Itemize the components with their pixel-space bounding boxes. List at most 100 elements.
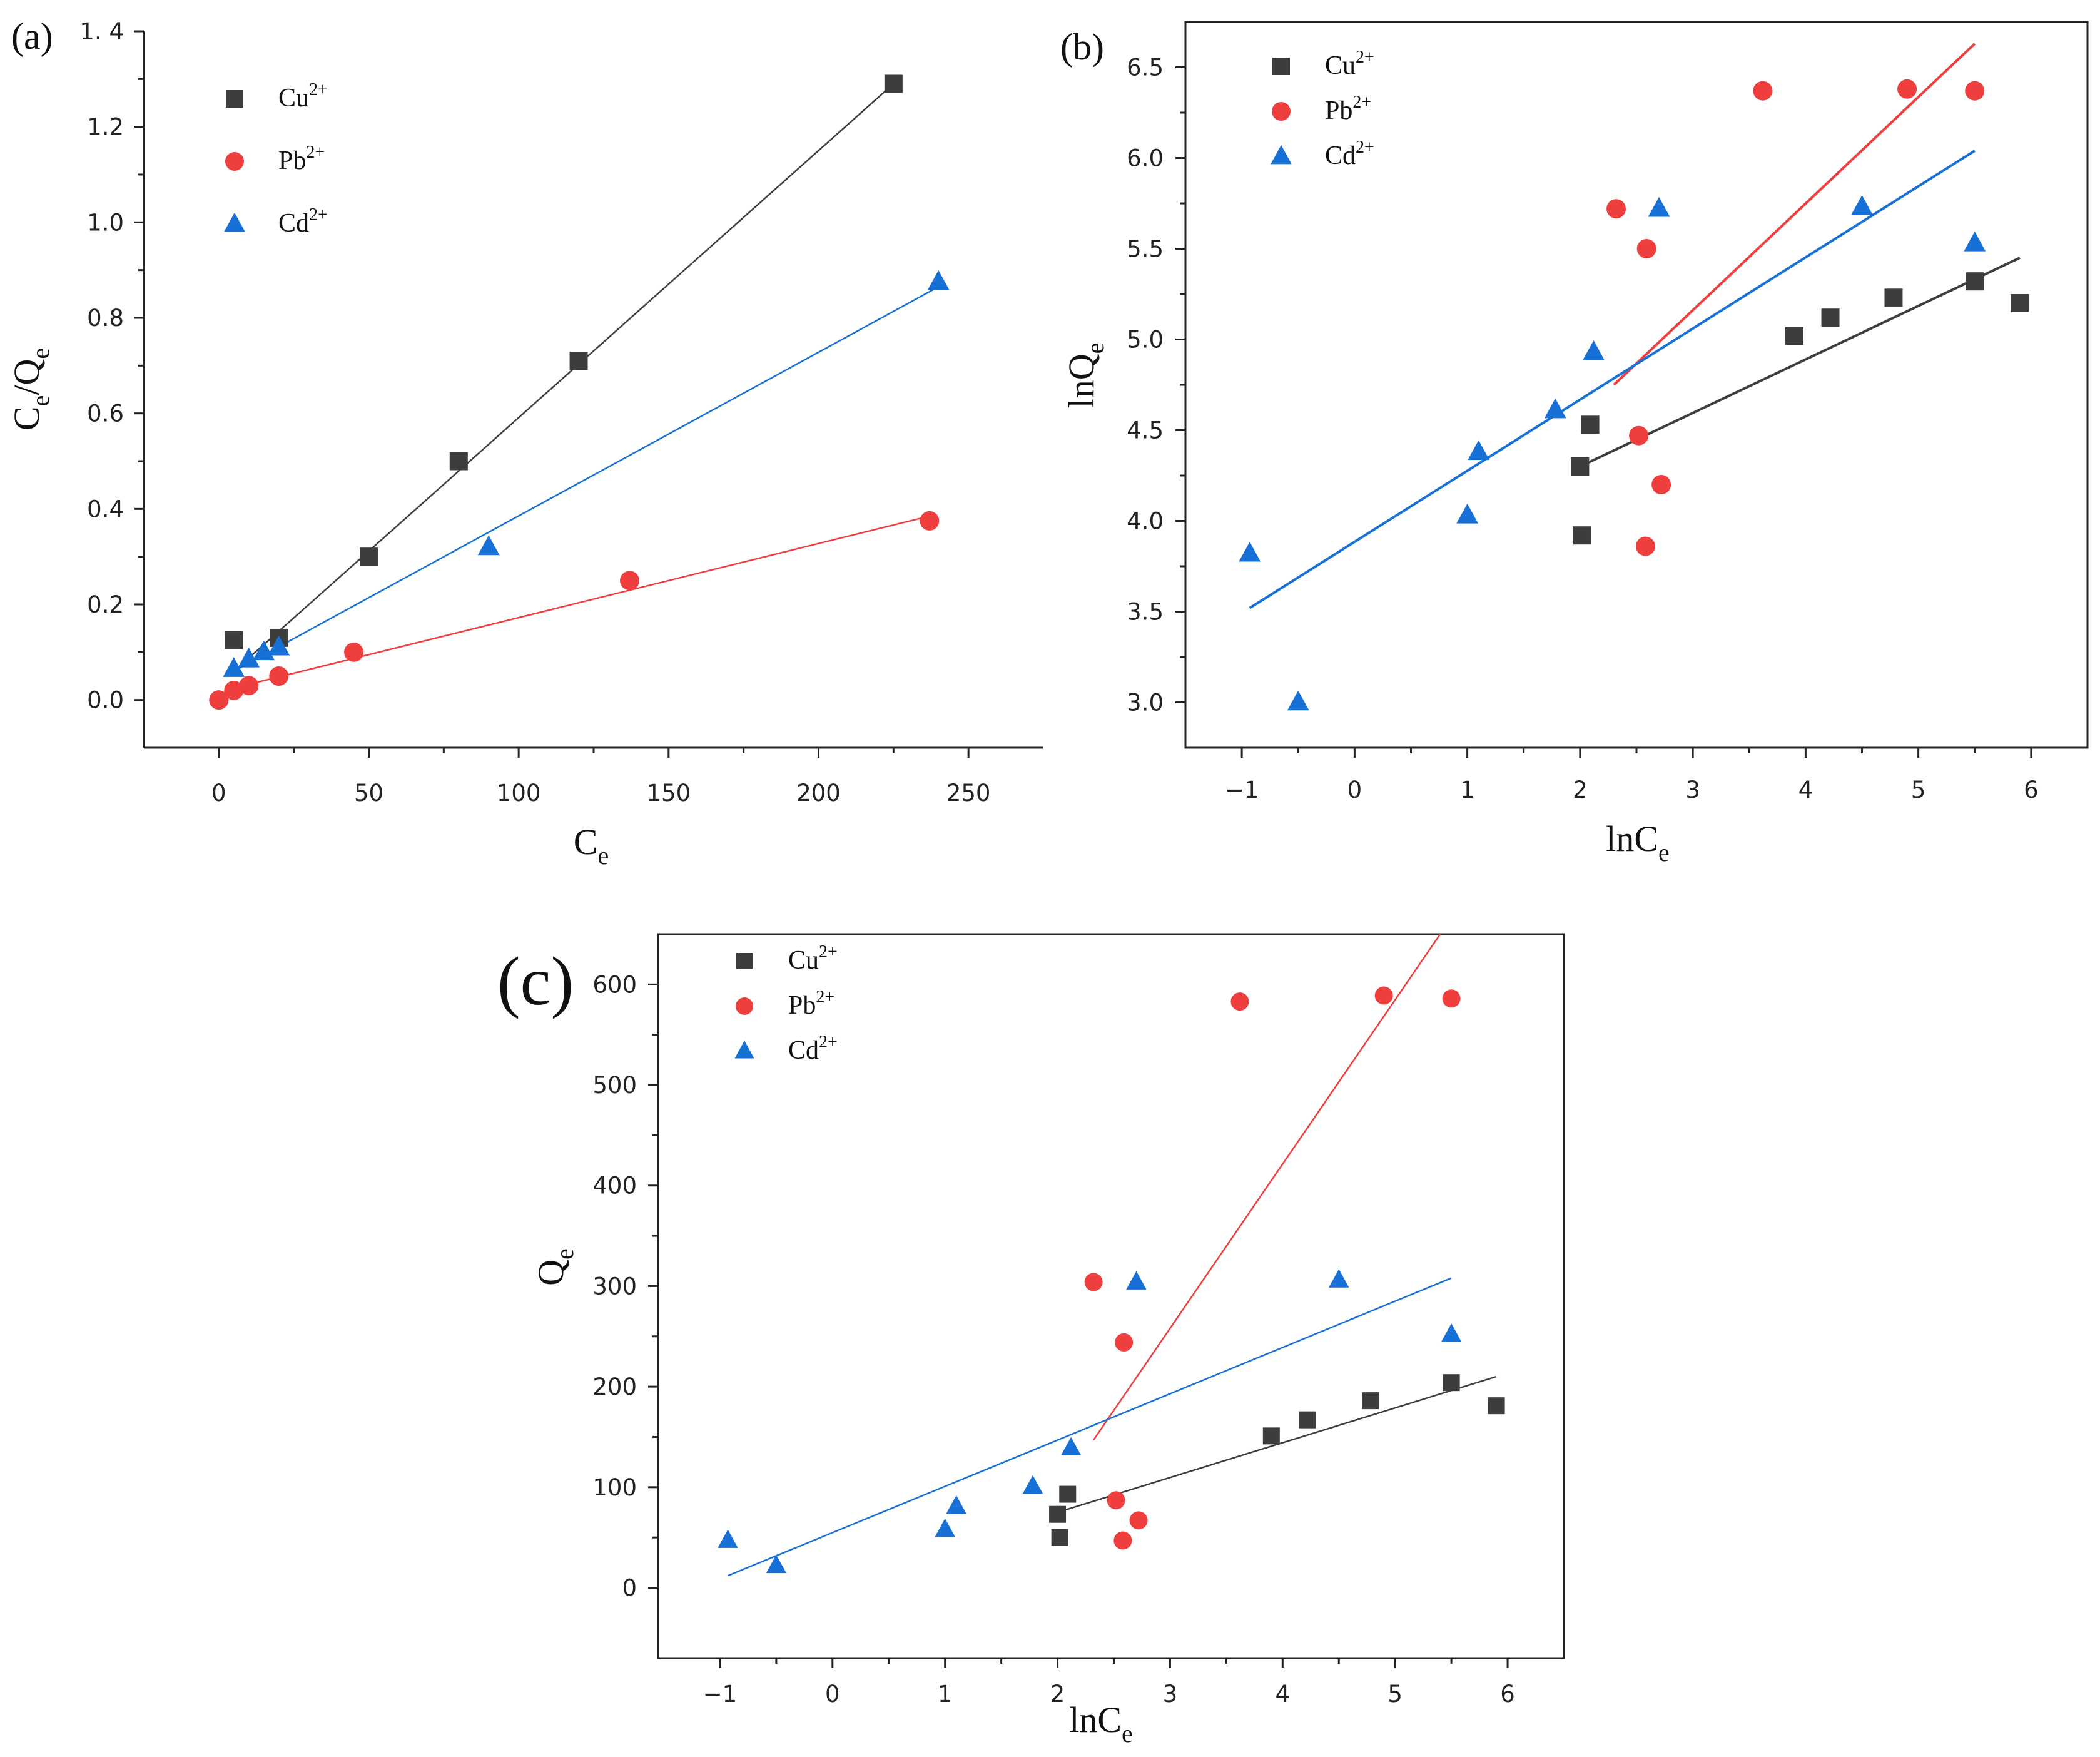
x-tick-label: 4 bbox=[1798, 777, 1813, 803]
legend-label-cd: Cd2+ bbox=[788, 1032, 838, 1065]
fit-line-cu bbox=[233, 83, 895, 672]
panel-c: −1 0 1 2 3 4 5 60100200300400500600(c)lnCeQeCu2… bbox=[497, 933, 1565, 1748]
data-point-pb bbox=[209, 690, 229, 710]
data-point-cu bbox=[2011, 294, 2029, 312]
data-point-pb bbox=[1129, 1511, 1148, 1530]
x-tick-label: 5 bbox=[1911, 777, 1926, 803]
legend-charge: 2+ bbox=[1356, 138, 1374, 157]
plot-frame bbox=[657, 933, 1565, 1659]
legend-ion: Cu bbox=[278, 84, 309, 113]
data-point-cd bbox=[1060, 1437, 1082, 1456]
data-point-cu bbox=[1966, 272, 1984, 291]
data-point-cu bbox=[1262, 1427, 1280, 1445]
legend-ion: Pb bbox=[1325, 96, 1352, 125]
y-tick-label: 500 bbox=[592, 1072, 637, 1099]
legend-label-pb: Pb2+ bbox=[788, 987, 834, 1020]
fit-line-cd bbox=[728, 1277, 1452, 1577]
x-tick-label: 2 bbox=[1050, 1681, 1065, 1708]
y-axis-title-sub: e bbox=[1081, 343, 1109, 354]
legend-label-cu: Cu2+ bbox=[788, 942, 838, 975]
y-tick-label: 0.0 bbox=[87, 687, 124, 714]
y-tick-label: 0.2 bbox=[87, 591, 124, 618]
fit-line-cu bbox=[1580, 257, 2021, 468]
legend-marker-cu bbox=[736, 953, 753, 969]
data-point-cd bbox=[1022, 1475, 1043, 1494]
data-point-cu bbox=[1059, 1485, 1077, 1503]
data-point-cd bbox=[935, 1518, 955, 1537]
y-tick-label: 1. 4 bbox=[79, 18, 124, 45]
data-point-pb bbox=[1084, 1273, 1103, 1291]
legend-label-cd: Cd2+ bbox=[278, 205, 328, 238]
data-point-cd bbox=[718, 1529, 738, 1548]
data-point-pb bbox=[1636, 239, 1656, 258]
x-tick-label: 200 bbox=[796, 780, 841, 807]
fit-line-pb bbox=[233, 515, 930, 689]
data-point-cu bbox=[1049, 1505, 1067, 1523]
panel-a: 0 50 100 150 200 250 0.0 0.2 0.4 0.6 0.8 1.0 1.2 1. 4… bbox=[6, 16, 1043, 870]
y-axis-title-mid: /Q bbox=[6, 359, 47, 395]
y-tick-label: 6.5 bbox=[1127, 54, 1164, 81]
y-tick-label: 3.5 bbox=[1127, 599, 1164, 626]
x-tick-label: 4 bbox=[1276, 1681, 1291, 1708]
data-point-pb bbox=[1606, 199, 1626, 219]
data-point-cu bbox=[1051, 1529, 1068, 1546]
legend-label-pb: Pb2+ bbox=[1325, 93, 1371, 125]
x-tick-label: 0 bbox=[825, 1681, 840, 1708]
legend-charge: 2+ bbox=[309, 205, 328, 225]
y-axis-title-sub: e bbox=[26, 395, 54, 407]
plot-frame bbox=[1184, 21, 2089, 749]
data-point-cd bbox=[1239, 541, 1261, 562]
y-tick-label: 0 bbox=[622, 1575, 637, 1602]
data-point-pb bbox=[224, 680, 244, 700]
x-tick-label: 3 bbox=[1685, 777, 1700, 803]
y-tick-label: 4.5 bbox=[1127, 417, 1164, 444]
fit-line-cd bbox=[1249, 150, 1976, 609]
y-axis-title-main: lnQ bbox=[1061, 354, 1102, 408]
legend-marker-cu bbox=[226, 90, 243, 108]
y-tick-label: 0.6 bbox=[87, 400, 124, 427]
x-axis-title-main: lnC bbox=[1606, 818, 1658, 859]
data-point-pb bbox=[1115, 1333, 1134, 1352]
data-point-pb bbox=[344, 642, 364, 662]
data-point-cu bbox=[1581, 415, 1600, 434]
legend-label-cu: Cu2+ bbox=[1325, 48, 1374, 80]
y-tick-label: 0.8 bbox=[87, 305, 124, 332]
data-point-pb bbox=[920, 511, 940, 531]
x-tick-label: 0 bbox=[211, 780, 226, 807]
data-point-cd bbox=[766, 1554, 787, 1574]
data-point-pb bbox=[1629, 425, 1649, 446]
y-tick-label: 3.0 bbox=[1127, 690, 1164, 716]
x-axis-title-main: C bbox=[574, 822, 598, 862]
data-point-pb bbox=[269, 666, 289, 686]
data-point-cd bbox=[1648, 196, 1670, 217]
data-point-cu bbox=[1443, 1374, 1460, 1392]
x-axis-title: lnCe bbox=[1606, 818, 1670, 867]
x-tick-label: 1 bbox=[1460, 777, 1475, 803]
data-point-pb bbox=[239, 676, 259, 696]
data-point-cd bbox=[268, 635, 290, 656]
legend-ion: Cu bbox=[1325, 51, 1356, 80]
y-tick-label: 300 bbox=[592, 1273, 637, 1300]
legend-marker-cu bbox=[1272, 58, 1290, 75]
y-axis-title: lnQe bbox=[1061, 343, 1109, 409]
data-point-cu bbox=[1785, 327, 1803, 345]
y-tick-label: 100 bbox=[592, 1474, 637, 1501]
data-point-cu bbox=[1362, 1392, 1379, 1410]
x-tick-label: 6 bbox=[1500, 1681, 1515, 1708]
data-point-pb bbox=[1374, 986, 1393, 1005]
x-tick-label: 5 bbox=[1387, 1681, 1403, 1708]
y-axis-title: Ce/Qe bbox=[6, 348, 54, 430]
data-point-cu bbox=[1821, 308, 1840, 327]
data-point-pb bbox=[1753, 81, 1773, 101]
legend-charge: 2+ bbox=[819, 1032, 838, 1052]
data-point-cd bbox=[1544, 398, 1566, 419]
data-point-cu bbox=[1573, 526, 1591, 545]
data-point-cd bbox=[238, 647, 260, 668]
legend-marker-cd bbox=[734, 1041, 754, 1059]
data-point-cu bbox=[449, 452, 468, 471]
y-tick-label: 1.2 bbox=[87, 114, 124, 141]
y-tick-label: 600 bbox=[592, 971, 637, 998]
data-point-cd bbox=[1964, 231, 1986, 252]
legend-ion: Cd bbox=[1325, 141, 1356, 170]
y-tick-label: 6.0 bbox=[1127, 145, 1164, 172]
